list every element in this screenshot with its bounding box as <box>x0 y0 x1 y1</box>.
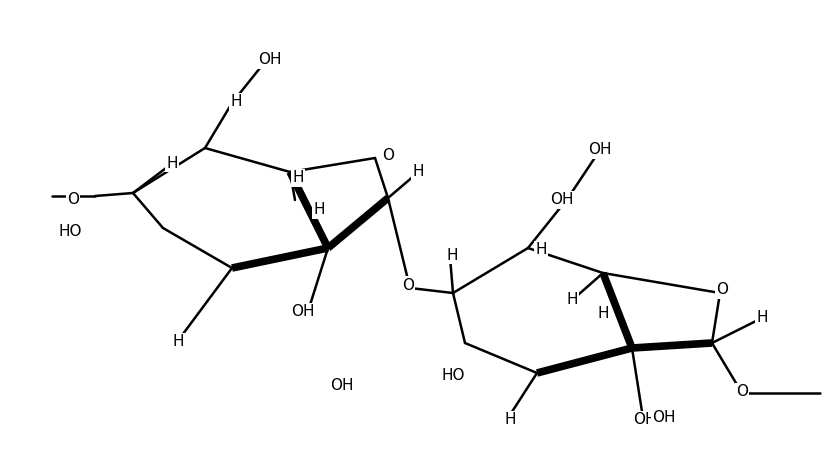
Text: OH: OH <box>550 192 574 207</box>
Text: O: O <box>402 277 414 292</box>
Text: H: H <box>313 203 325 218</box>
Text: H: H <box>230 94 242 109</box>
Text: O: O <box>716 283 728 297</box>
Text: H: H <box>166 156 178 170</box>
Text: HO: HO <box>441 368 465 382</box>
Text: H: H <box>172 334 184 349</box>
Text: H: H <box>412 164 424 179</box>
Text: H: H <box>597 305 609 320</box>
Text: H: H <box>292 170 304 185</box>
Text: OH: OH <box>652 410 675 425</box>
Text: H: H <box>756 311 768 325</box>
Text: O: O <box>382 148 394 163</box>
Text: OH: OH <box>258 52 282 68</box>
Text: H: H <box>446 248 458 262</box>
Text: OH: OH <box>331 377 354 392</box>
Text: OH: OH <box>633 412 657 427</box>
Text: HO: HO <box>59 225 82 240</box>
Text: OH: OH <box>588 142 612 157</box>
Text: H: H <box>566 292 578 307</box>
Text: OH: OH <box>291 304 315 319</box>
Text: H: H <box>504 412 516 427</box>
Text: H: H <box>535 242 547 257</box>
Text: O: O <box>736 384 748 399</box>
Text: O: O <box>67 192 79 207</box>
